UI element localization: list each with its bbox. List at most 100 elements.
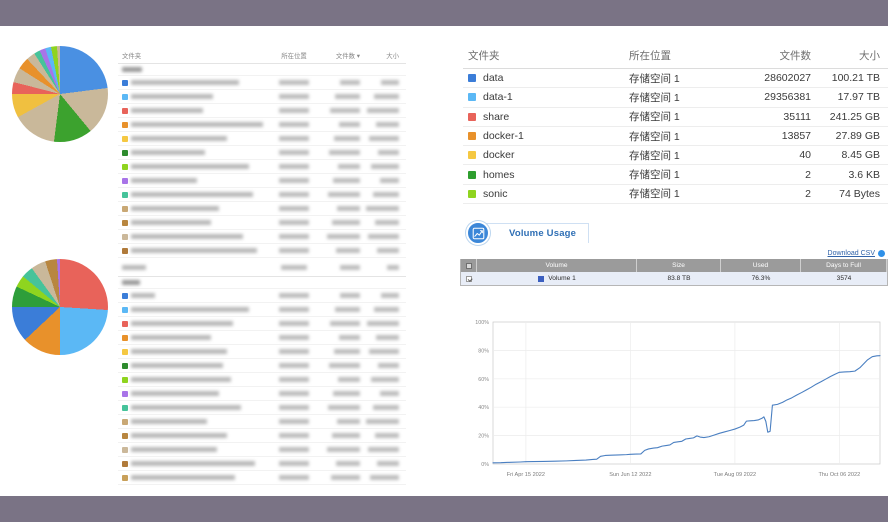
redacted-count xyxy=(327,447,360,452)
volume-usage-chart: 0% 20% 40% 60% 80% 100% Fri Apr 15 2022 Sun Jun… xyxy=(465,316,888,486)
table-row[interactable]: share 存储空间 1 35111 241.25 GB xyxy=(463,108,888,127)
chart-series-line xyxy=(492,355,881,464)
table-row[interactable] xyxy=(118,104,406,118)
table-row[interactable] xyxy=(118,118,406,132)
redacted-size xyxy=(368,234,399,239)
color-swatch-icon xyxy=(468,93,476,102)
row-checkbox-cell[interactable] xyxy=(461,272,477,285)
folder-name-text: docker-1 xyxy=(483,130,524,143)
cell-location xyxy=(270,206,318,211)
folder-summary-table[interactable]: 文件夹 所在位置 文件数 大小 data 存储空间 1 28602027 100.21… xyxy=(463,45,888,205)
color-swatch-icon xyxy=(122,107,128,114)
download-circle-icon[interactable] xyxy=(878,249,885,257)
table-row[interactable]: data-1 存储空间 1 29356381 17.97 TB xyxy=(463,88,888,108)
cell-location xyxy=(270,234,318,239)
cell-file-count xyxy=(318,108,360,113)
cell-folder-name xyxy=(118,233,270,240)
table-row[interactable]: data 存储空间 1 28602027 100.21 TB xyxy=(463,69,888,89)
table-row[interactable] xyxy=(118,76,406,90)
redacted-location xyxy=(279,293,309,298)
volume-row[interactable]: Volume 1 83.8 TB 76.3% 3574 xyxy=(461,272,887,285)
left-col2-location[interactable] xyxy=(270,265,318,272)
redacted-size xyxy=(367,321,399,326)
cell-folder-name xyxy=(118,93,270,100)
cell-file-count xyxy=(318,419,360,424)
cell-folder-name xyxy=(118,191,270,198)
redacted-size xyxy=(368,447,399,452)
download-csv-row: Download CSV xyxy=(460,247,888,259)
redacted-size xyxy=(374,94,399,99)
table-row[interactable] xyxy=(118,202,406,216)
table-row[interactable] xyxy=(118,443,406,457)
header-folder-size[interactable]: 大小 xyxy=(859,50,880,62)
redacted-size xyxy=(366,206,399,211)
color-swatch-icon xyxy=(122,247,128,254)
table-row[interactable] xyxy=(118,345,406,359)
table-row[interactable] xyxy=(118,132,406,146)
cell-folder-name xyxy=(118,149,270,156)
redacted-count xyxy=(334,349,360,354)
header-volume[interactable]: Volume xyxy=(477,259,637,272)
table-row[interactable] xyxy=(118,471,406,485)
tab-volume-usage[interactable]: Volume Usage xyxy=(482,223,590,243)
table-row[interactable] xyxy=(118,174,406,188)
left-table-bottom[interactable] xyxy=(118,261,406,485)
table-row[interactable] xyxy=(118,244,406,258)
header-days-to-full[interactable]: Days to Full xyxy=(801,259,887,272)
left-col-count[interactable]: 文件数 ▾ xyxy=(335,53,360,60)
left-table-top[interactable]: 文件夹 所在位置 文件数 ▾ 大小 xyxy=(118,48,406,258)
y-axis-tick-label: 60% xyxy=(478,377,489,383)
table-row[interactable] xyxy=(118,160,406,174)
table-row[interactable] xyxy=(118,230,406,244)
right-pane: 文件夹 所在位置 文件数 大小 data 存储空间 1 28602027 100.21… xyxy=(455,26,888,496)
table-row[interactable]: homes 存储空间 1 2 3.6 KB xyxy=(463,165,888,185)
table-row[interactable]: docker 存储空间 1 40 8.45 GB xyxy=(463,146,888,166)
table-row[interactable] xyxy=(118,216,406,230)
table-row[interactable] xyxy=(118,457,406,471)
cell-size xyxy=(360,178,402,183)
x-axis-tick-label: Sun Jun 12 2022 xyxy=(609,472,651,478)
table-row[interactable] xyxy=(118,359,406,373)
table-row[interactable] xyxy=(118,387,406,401)
header-folder-name[interactable]: 文件夹 xyxy=(468,50,500,62)
left-col-size[interactable]: 大小 xyxy=(386,53,399,60)
cell-folder-name xyxy=(118,418,270,425)
table-row[interactable] xyxy=(118,90,406,104)
header-used[interactable]: Used xyxy=(721,259,801,272)
redacted-count xyxy=(335,94,360,99)
table-row[interactable] xyxy=(118,331,406,345)
left-col-location[interactable]: 所在位置 xyxy=(281,53,307,60)
row-checkbox[interactable] xyxy=(466,275,472,282)
header-size[interactable]: Size xyxy=(637,259,721,272)
table-row[interactable] xyxy=(118,415,406,429)
left-col2-count[interactable] xyxy=(318,265,360,272)
table-row[interactable] xyxy=(118,373,406,387)
left-col-name[interactable]: 文件夹 xyxy=(122,53,142,60)
table-row[interactable]: docker-1 存储空间 1 13857 27.89 GB xyxy=(463,127,888,147)
table-row[interactable] xyxy=(118,146,406,160)
select-all-checkbox[interactable] xyxy=(465,262,472,269)
redacted-name xyxy=(131,150,205,155)
table-row[interactable] xyxy=(118,289,406,303)
download-csv-link[interactable]: Download CSV xyxy=(827,249,875,257)
select-all-checkbox-cell[interactable] xyxy=(461,259,477,272)
redacted-count xyxy=(336,248,360,253)
redacted-name xyxy=(131,377,231,382)
table-row[interactable] xyxy=(118,317,406,331)
cell-folder-name: docker xyxy=(463,149,613,161)
left-col2-size[interactable] xyxy=(360,265,402,272)
table-row[interactable] xyxy=(118,401,406,415)
redacted-size xyxy=(381,80,399,85)
table-row[interactable]: sonic 存储空间 1 2 74 Bytes xyxy=(463,185,888,205)
table-row[interactable] xyxy=(118,429,406,443)
table-row[interactable] xyxy=(118,188,406,202)
cell-folder-name xyxy=(118,107,270,114)
table-row[interactable] xyxy=(118,303,406,317)
header-folder-location[interactable]: 所在位置 xyxy=(629,50,671,62)
volume-usage-table[interactable]: Volume Size Used Days to Full Volume 1 83… xyxy=(460,259,888,286)
cell-file-count xyxy=(318,391,360,396)
redacted-location xyxy=(279,419,309,424)
left-col2-name[interactable] xyxy=(118,265,270,272)
header-folder-count[interactable]: 文件数 xyxy=(779,50,812,62)
cell-file-count xyxy=(318,335,360,340)
